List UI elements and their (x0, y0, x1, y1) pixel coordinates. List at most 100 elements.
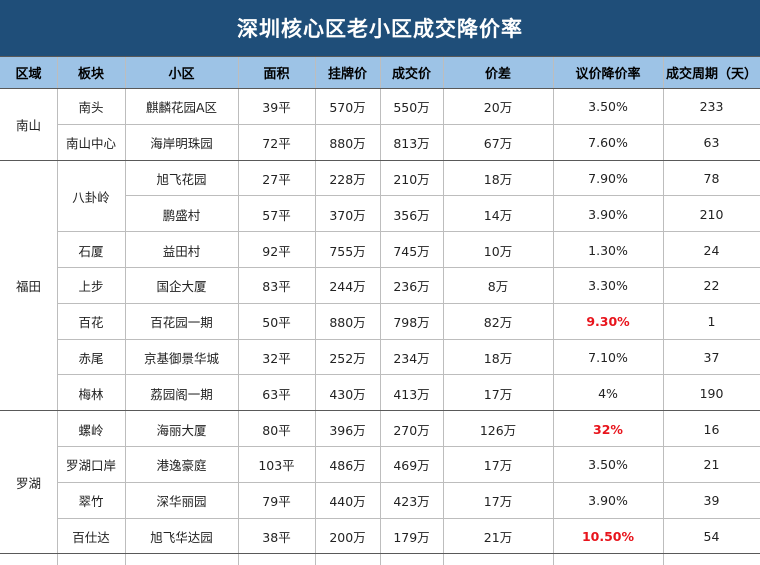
community-cell: 旭飞华达园 (150, 529, 213, 545)
list-cell: 486万 (329, 458, 366, 474)
area-cell: 79平 (262, 494, 291, 510)
header-days: 成交周期（天） (665, 67, 757, 82)
block-cell: 上步 (78, 279, 104, 295)
community-cell: 鹏盛村 (162, 207, 201, 223)
deal-cell: 813万 (393, 136, 430, 152)
row-divider (57, 374, 760, 375)
list-cell: 244万 (329, 279, 366, 295)
list-cell: 880万 (329, 315, 366, 331)
diff-cell: 20万 (483, 100, 513, 116)
list-cell: 370万 (329, 207, 366, 223)
district-cell: 罗湖 (15, 476, 41, 492)
grid-vline (663, 56, 664, 565)
row-divider (125, 195, 760, 196)
header-rate: 议价降价率 (575, 67, 641, 82)
header-list: 挂牌价 (327, 67, 367, 82)
rate-cell: 3.90% (588, 493, 628, 509)
days-cell: 63 (703, 135, 720, 151)
row-divider (57, 482, 760, 483)
grid-vline (238, 56, 239, 565)
header-block: 板块 (77, 67, 104, 82)
area-cell: 83平 (262, 279, 291, 295)
diff-cell: 10万 (483, 243, 513, 259)
block-cell: 南山中心 (65, 136, 116, 152)
days-cell: 1 (707, 314, 716, 330)
header-district: 区域 (15, 67, 42, 82)
rate-cell: 7.10% (588, 349, 628, 365)
rate-cell: 10.50% (581, 528, 635, 544)
grid-vline (553, 56, 554, 565)
area-cell: 80平 (262, 422, 291, 438)
days-cell: 22 (703, 278, 720, 294)
community-cell: 益田村 (162, 243, 201, 259)
block-cell: 罗湖口岸 (65, 458, 116, 474)
deal-cell: 798万 (393, 315, 430, 331)
community-cell: 京基御景华城 (143, 350, 219, 366)
rate-cell: 3.30% (588, 278, 628, 294)
block-cell: 赤尾 (78, 350, 104, 366)
district-cell: 福田 (15, 279, 41, 295)
list-cell: 430万 (329, 386, 366, 402)
list-cell: 396万 (329, 422, 366, 438)
block-cell: 百仕达 (72, 529, 110, 545)
row-divider (57, 231, 760, 232)
area-cell: 50平 (262, 315, 291, 331)
block-cell: 南头 (78, 100, 104, 116)
row-divider (0, 553, 760, 554)
list-cell: 570万 (329, 100, 366, 116)
row-divider (0, 160, 760, 161)
table-title: 深圳核心区老小区成交降价率 (0, 0, 760, 56)
rate-cell: 9.30% (586, 314, 630, 330)
deal-cell: 469万 (393, 458, 430, 474)
deal-cell: 179万 (393, 529, 430, 545)
area-cell: 27平 (262, 171, 291, 187)
row-divider (57, 267, 760, 268)
deal-cell: 356万 (393, 207, 430, 223)
block-cell: 百花 (78, 315, 104, 331)
diff-cell: 126万 (479, 422, 517, 438)
diff-cell: 67万 (483, 136, 513, 152)
deal-cell: 423万 (393, 494, 430, 510)
area-cell: 103平 (258, 458, 295, 474)
community-cell: 国企大厦 (156, 279, 207, 295)
community-cell: 港逸豪庭 (156, 458, 207, 474)
row-divider (57, 339, 760, 340)
row-divider (0, 410, 760, 411)
header-deal: 成交价 (391, 67, 431, 82)
deal-cell: 234万 (393, 350, 430, 366)
days-cell: 210 (699, 206, 724, 222)
community-cell: 海岸明珠园 (150, 136, 213, 152)
header-community: 小区 (168, 67, 195, 82)
deal-cell: 413万 (393, 386, 430, 402)
row-divider (57, 446, 760, 447)
rate-cell: 7.60% (588, 135, 628, 151)
days-cell: 39 (703, 493, 720, 509)
header-diff: 价差 (484, 67, 511, 82)
deal-cell: 745万 (393, 243, 430, 259)
rate-cell: 3.90% (588, 206, 628, 222)
grid-vline (380, 56, 381, 565)
rate-cell: 3.50% (588, 99, 628, 115)
diff-cell: 82万 (483, 315, 513, 331)
district-cell: 南山 (15, 118, 41, 134)
rate-cell: 32% (593, 421, 623, 437)
community-cell: 百花园一期 (150, 315, 213, 331)
community-cell: 荔园阁一期 (150, 386, 213, 402)
deal-cell: 236万 (393, 279, 430, 295)
diff-cell: 18万 (483, 350, 513, 366)
list-cell: 200万 (329, 529, 366, 545)
rate-cell: 4% (598, 385, 618, 401)
rate-cell: 1.30% (588, 242, 628, 258)
block-cell: 梅林 (78, 386, 104, 402)
rate-cell: 7.90% (588, 170, 628, 186)
area-cell: 39平 (262, 100, 291, 116)
community-cell: 海丽大厦 (156, 422, 207, 438)
days-cell: 78 (703, 170, 720, 186)
list-cell: 755万 (329, 243, 366, 259)
diff-cell: 17万 (483, 494, 513, 510)
rate-cell: 3.50% (588, 457, 628, 473)
list-cell: 252万 (329, 350, 366, 366)
diff-cell: 17万 (483, 458, 513, 474)
area-cell: 63平 (262, 386, 291, 402)
